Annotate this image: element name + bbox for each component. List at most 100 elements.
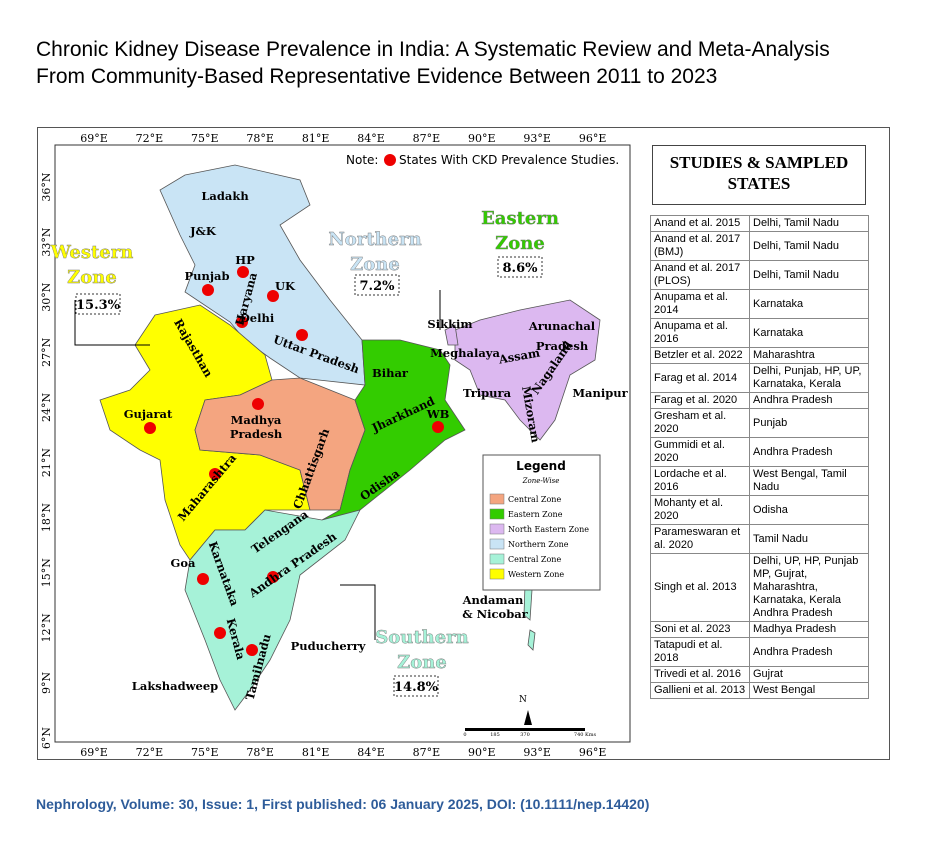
- table-row: Farag et al. 2020 Andhra Pradesh: [650, 392, 869, 409]
- table-row: Gallieni et al. 2013 West Bengal: [650, 682, 869, 699]
- state-label: Goa: [171, 556, 196, 570]
- note-marker: [384, 154, 396, 166]
- latitude-label: 12°N: [40, 613, 53, 642]
- title-line: From Community-Based Representative Evid…: [36, 65, 718, 88]
- states-cell: Madhya Pradesh: [749, 621, 869, 638]
- table-row: Singh et al. 2013 Delhi, UP, HP, Punjab M…: [650, 553, 869, 622]
- marker: [144, 422, 156, 434]
- zone-name: Western: [50, 242, 134, 263]
- latitude-label: 30°N: [40, 282, 53, 311]
- study-cell: Farag et al. 2014: [650, 363, 750, 393]
- states-cell: Karnataka: [749, 289, 869, 319]
- zones: [99, 164, 601, 711]
- marker: [246, 644, 258, 656]
- study-cell: Anupama et al. 2016: [650, 318, 750, 348]
- figure-frame: [37, 127, 890, 760]
- study-cell: Lordache et al. 2016: [650, 466, 750, 496]
- states-cell: Delhi, Punjab, HP, UP, Karnataka, Kerala: [749, 363, 869, 393]
- study-cell: Betzler et al. 2022: [650, 347, 750, 364]
- longitude-label: 87°E: [413, 746, 441, 759]
- latitude-label: 33°N: [40, 227, 53, 256]
- zone-name: Zone: [397, 652, 447, 673]
- legend-swatch: [489, 523, 505, 535]
- study-markers: [144, 154, 444, 656]
- table-row: Betzler et al. 2022 Maharashtra: [650, 347, 869, 364]
- latitude-label: 18°N: [40, 503, 53, 532]
- zone-value-box: [393, 675, 439, 697]
- longitude-label: 75°E: [191, 746, 219, 759]
- marker: [209, 468, 221, 480]
- longitude-label: 72°E: [136, 746, 164, 759]
- longitude-label: 81°E: [302, 746, 330, 759]
- marker: [296, 329, 308, 341]
- table-row: Tatapudi et al. 2018 Andhra Pradesh: [650, 637, 869, 667]
- zone-name: Zone: [350, 254, 400, 275]
- longitude-label: 78°E: [246, 746, 274, 759]
- longitude-label: 72°E: [136, 132, 164, 145]
- state-label: Andaman: [462, 593, 524, 607]
- marker: [236, 316, 248, 328]
- states-cell: Gujrat: [749, 666, 869, 683]
- states-cell: West Bengal, Tamil Nadu: [749, 466, 869, 496]
- latitude-label: 15°N: [40, 558, 53, 587]
- zone-prevalence: 15.3%: [76, 298, 121, 313]
- north-arrow: [524, 710, 532, 725]
- zone-prevalence: 8.6%: [503, 261, 539, 276]
- longitude-label: 90°E: [468, 132, 496, 145]
- latitude-label: 27°N: [40, 337, 53, 366]
- states-cell: Andhra Pradesh: [749, 637, 869, 667]
- state-label: & Nicobar: [462, 607, 528, 621]
- study-cell: Anupama et al. 2014: [650, 289, 750, 319]
- zone-name: Northern: [328, 229, 421, 250]
- legend-label: Central Zone: [508, 495, 561, 504]
- table-row: Gummidi et al. 2020 Andhra Pradesh: [650, 437, 869, 467]
- latitude-label: 9°N: [40, 671, 53, 693]
- table-row: Anand et al. 2017 (BMJ) Delhi, Tamil Nadu: [650, 231, 869, 261]
- legend-label: Western Zone: [508, 570, 564, 579]
- study-cell: Mohanty et al. 2020: [650, 495, 750, 525]
- legend-swatch: [489, 568, 505, 580]
- zone-value-box: [75, 293, 121, 315]
- table-row: Anupama et al. 2014 Karnataka: [650, 289, 869, 319]
- citation: Nephrology, Volume: 30, Issue: 1, First …: [36, 796, 650, 812]
- latitude-label: 21°N: [40, 448, 53, 477]
- table-row: Trivedi et al. 2016 Gujrat: [650, 666, 869, 683]
- longitude-label: 81°E: [302, 132, 330, 145]
- longitude-label: 93°E: [523, 132, 551, 145]
- legend-label: Eastern Zone: [508, 510, 563, 519]
- study-cell: Anand et al. 2017 (BMJ): [650, 231, 750, 261]
- table-row: Soni et al. 2023 Madhya Pradesh: [650, 621, 869, 638]
- nicobar-islands: [527, 629, 536, 651]
- zone-prevalence: 7.2%: [360, 279, 396, 294]
- state-label: Delhi: [240, 311, 275, 325]
- zone-name: Zone: [67, 267, 117, 288]
- note-text: States With CKD Prevalence Studies.: [399, 153, 619, 167]
- longitude-label: 69°E: [80, 746, 108, 759]
- state-label: Sikkim: [427, 317, 472, 331]
- state-label: Lakshadweep: [132, 679, 218, 693]
- zone-prevalence: 14.8%: [394, 680, 439, 695]
- legend-swatch: [489, 508, 505, 520]
- longitude-label: 69°E: [80, 132, 108, 145]
- study-cell: Trivedi et al. 2016: [650, 666, 750, 683]
- state-label: WB: [426, 407, 450, 421]
- zone-name: Eastern: [481, 208, 559, 229]
- north-eastern-zone: [454, 299, 601, 441]
- latitude-label: 36°N: [40, 172, 53, 201]
- state-label: Pradesh: [230, 427, 283, 441]
- table-row: Anand et al. 2017 (PLOS) Delhi, Tamil Nad…: [650, 260, 869, 290]
- marker: [267, 571, 279, 583]
- state-label: Bihar: [372, 366, 409, 380]
- table-row: Gresham et al. 2020 Punjab: [650, 408, 869, 438]
- state-label: Ladakh: [201, 189, 249, 203]
- states-cell: Delhi, Tamil Nadu: [749, 260, 869, 290]
- longitude-label: 84°E: [357, 746, 385, 759]
- state-label: UK: [275, 279, 296, 293]
- zone-value-box: [354, 274, 400, 296]
- scale-label: 370: [520, 732, 530, 738]
- marker: [202, 284, 214, 296]
- leader: [74, 300, 150, 346]
- scale-label: 740 Kms: [574, 732, 597, 738]
